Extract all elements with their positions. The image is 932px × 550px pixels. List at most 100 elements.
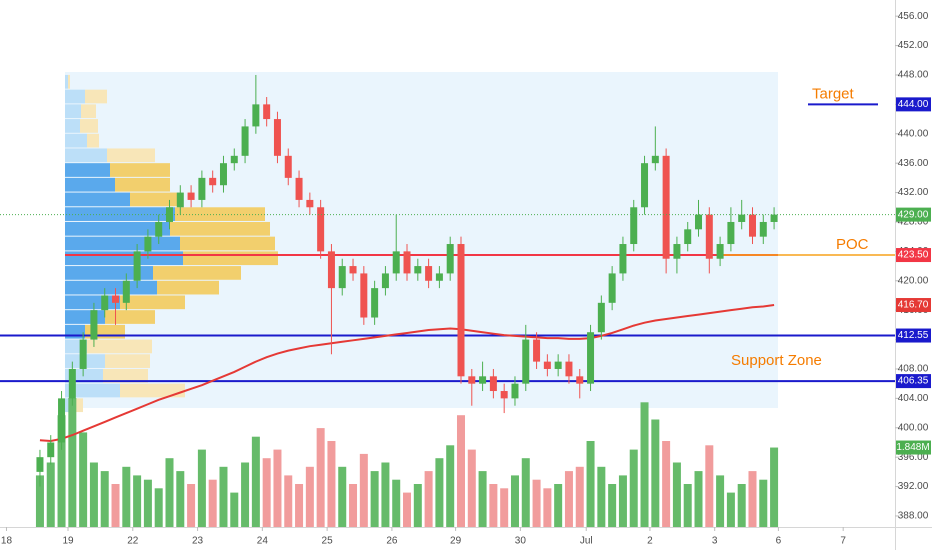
volume-bar [618,475,627,527]
candle-body [695,214,703,230]
volume-bar [424,471,433,527]
volume-bar [68,398,77,527]
candle-body [155,221,163,237]
volume-bar [413,484,422,527]
candle-body [565,361,573,377]
volume-bar [305,466,314,527]
volume-bar [489,484,498,527]
candle-body [392,251,400,274]
candle-body [58,398,66,443]
profile-up-bar [65,104,81,119]
candle-body [759,221,767,237]
volume-bar [241,462,250,527]
profile-down-bar [103,368,148,383]
profile-down-bar [107,148,155,163]
volume-bar [770,447,779,527]
volume-bar [726,492,735,527]
candle-body [435,273,443,281]
candle-body [425,266,433,281]
volume-bar [683,484,692,527]
candle-body [576,376,584,384]
level-tag-label: 423.50 [898,250,929,261]
volume-bar [737,484,746,527]
candle-body [165,207,173,222]
volume-bar [435,458,444,527]
profile-down-bar [105,354,150,368]
profile-down-bar [180,236,275,251]
profile-up-bar [65,148,107,163]
candle-body [198,177,206,200]
profile-down-bar [87,133,99,148]
last-price-label: 429.00 [898,209,929,220]
candle-body [748,214,756,237]
profile-up-bar [65,89,85,104]
candle-body [608,273,616,303]
level-tag [896,97,931,112]
candle-body [90,310,98,340]
candle-body [705,214,713,259]
level-tag-label: 412.55 [898,330,929,341]
candle-body [522,339,530,384]
volume-bar [197,449,206,527]
profile-down-bar [120,383,185,398]
candle-body [284,155,292,178]
candle-body [457,244,465,377]
profile-up-bar [65,221,170,236]
y-tick-label: 448.00 [898,70,929,81]
candle-body [414,266,422,274]
candle-body [446,244,454,274]
volume-bar [629,449,638,527]
candle-body [716,244,724,259]
level-tag-label: 406.35 [898,376,929,387]
volume-bar [187,484,196,527]
volume-bar [381,462,390,527]
profile-up-bar [65,192,130,207]
ma-label: 416.70 [898,300,929,311]
y-tick-label: 408.00 [898,364,929,375]
profile-down-bar [157,280,219,295]
candle-body [209,177,217,186]
volume-bar [597,466,606,527]
profile-up-bar [65,280,157,295]
level-tag [896,374,931,389]
y-tick-label: 392.00 [898,481,929,492]
profile-down-bar [110,163,170,177]
candle-body [219,163,227,186]
level-name: POC [836,236,869,253]
volume-bar [403,492,412,527]
volume-bar [478,471,487,527]
candle-body [738,214,746,222]
volume-bar [554,484,563,527]
volume-bar [100,471,109,527]
volume-bar [564,471,573,527]
level-name: Target [812,85,855,102]
x-tick-label: 3 [712,536,718,547]
profile-down-bar [153,266,241,280]
profile-up-bar [65,251,183,266]
profile-up-bar [65,295,120,310]
candle-body [273,119,281,156]
x-tick-label: 18 [1,536,13,547]
x-tick-label: 23 [192,536,204,547]
y-tick-label: 388.00 [898,511,929,522]
y-tick-label: 432.00 [898,187,929,198]
x-tick-label: 26 [386,536,398,547]
candle-body [349,266,357,274]
candle-body [79,339,87,369]
volume-bar [370,471,379,527]
volume-bar [35,475,44,527]
candle-body [252,104,260,127]
volume-bar [349,484,358,527]
moving-average [39,304,775,443]
volume-bar [651,419,660,527]
volume-bar [532,479,541,527]
x-tick-label: 30 [515,536,527,547]
candle-body [597,302,605,333]
x-tick-label: 22 [127,536,139,547]
volume-bar [46,462,55,527]
candle-body [230,155,238,164]
volume-bar [230,492,239,527]
last-price-tag [896,207,931,222]
profile-up-bar [65,383,120,398]
